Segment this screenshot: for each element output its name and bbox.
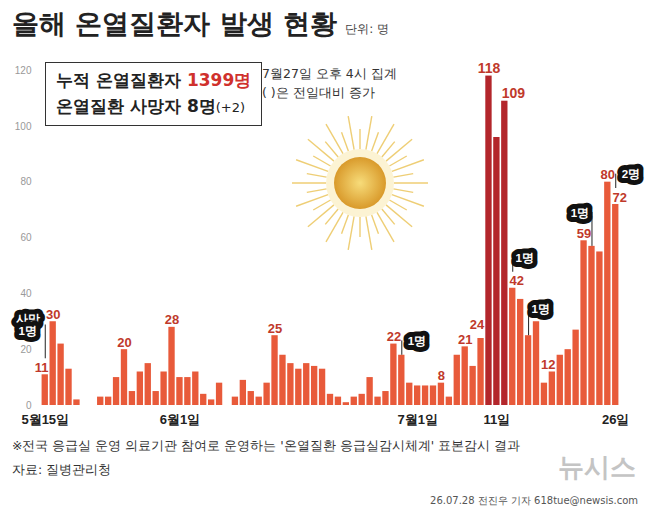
html-text:자료: 질병관리청: 자료: 질병관리청 — [12, 462, 112, 477]
svg-text:30: 30 — [46, 307, 60, 322]
svg-text:26일: 26일 — [602, 412, 629, 427]
svg-text:42: 42 — [510, 273, 524, 288]
svg-text:60: 60 — [20, 232, 32, 243]
svg-text:20: 20 — [20, 344, 32, 355]
html-text:올해 온열질환자 발생 현황: 올해 온열질환자 발생 현황 — [12, 8, 338, 39]
svg-text:80: 80 — [20, 176, 32, 187]
svg-text:24: 24 — [470, 317, 485, 332]
svg-text:25: 25 — [268, 321, 282, 336]
svg-text:0: 0 — [26, 400, 32, 411]
svg-text:2명: 2명 — [622, 168, 640, 180]
svg-text:1명: 1명 — [516, 252, 534, 264]
svg-text:7월1일: 7월1일 — [397, 412, 437, 427]
html-text:( )은 전일대비 증가: ( )은 전일대비 증가 — [262, 85, 375, 100]
svg-text:40: 40 — [20, 288, 32, 299]
svg-text:사망1명: 사망1명 — [16, 313, 40, 338]
svg-text:11: 11 — [35, 360, 49, 375]
svg-text:1명: 1명 — [408, 335, 426, 347]
html-text:7월27일 오후 4시 집계: 7월27일 오후 4시 집계 — [262, 66, 397, 81]
svg-text:120: 120 — [15, 65, 32, 76]
html-text:누적 온열질환자 1399명: 누적 온열질환자 1399명 — [56, 70, 252, 90]
html-text:뉴시스: 뉴시스 — [558, 452, 636, 482]
svg-text:6월1일: 6월1일 — [160, 412, 200, 427]
svg-text:5월15일: 5월15일 — [21, 412, 69, 427]
svg-text:118: 118 — [478, 60, 501, 76]
svg-text:28: 28 — [165, 312, 179, 327]
svg-text:1명: 1명 — [531, 303, 549, 315]
svg-text:72: 72 — [613, 190, 627, 205]
svg-text:100: 100 — [15, 121, 32, 132]
svg-text:80: 80 — [601, 167, 615, 182]
svg-text:12: 12 — [541, 357, 555, 372]
svg-text:22: 22 — [387, 329, 401, 344]
html-text:※전국 응급실 운영 의료기관 참여로 운영하는 '온열질환: ※전국 응급실 운영 의료기관 참여로 운영하는 '온열질환 응급실감시체계' … — [12, 438, 521, 453]
svg-text:21: 21 — [458, 332, 472, 347]
svg-text:1명: 1명 — [571, 207, 589, 219]
svg-text:59: 59 — [577, 226, 591, 241]
svg-text:8: 8 — [438, 368, 445, 383]
svg-text:20: 20 — [117, 335, 131, 350]
html-text:단위: 명: 단위: 명 — [345, 22, 390, 36]
html-text:26.07.28 전진우 기자 618tue@newsis.: 26.07.28 전진우 기자 618tue@newsis.com — [430, 495, 638, 506]
html-text:온열질환 사망자 8명(+2): 온열질환 사망자 8명(+2) — [56, 96, 246, 116]
svg-text:11일: 11일 — [484, 412, 511, 427]
svg-text:109: 109 — [502, 85, 526, 101]
